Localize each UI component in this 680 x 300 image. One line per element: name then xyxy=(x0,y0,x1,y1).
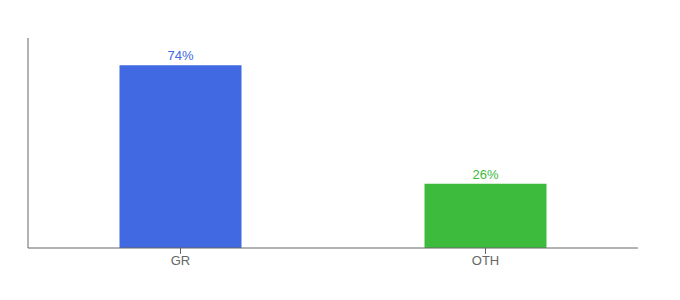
svg-text:OTH: OTH xyxy=(472,253,499,268)
svg-text:74%: 74% xyxy=(167,48,193,63)
svg-text:GR: GR xyxy=(171,253,191,268)
svg-text:26%: 26% xyxy=(472,167,498,182)
